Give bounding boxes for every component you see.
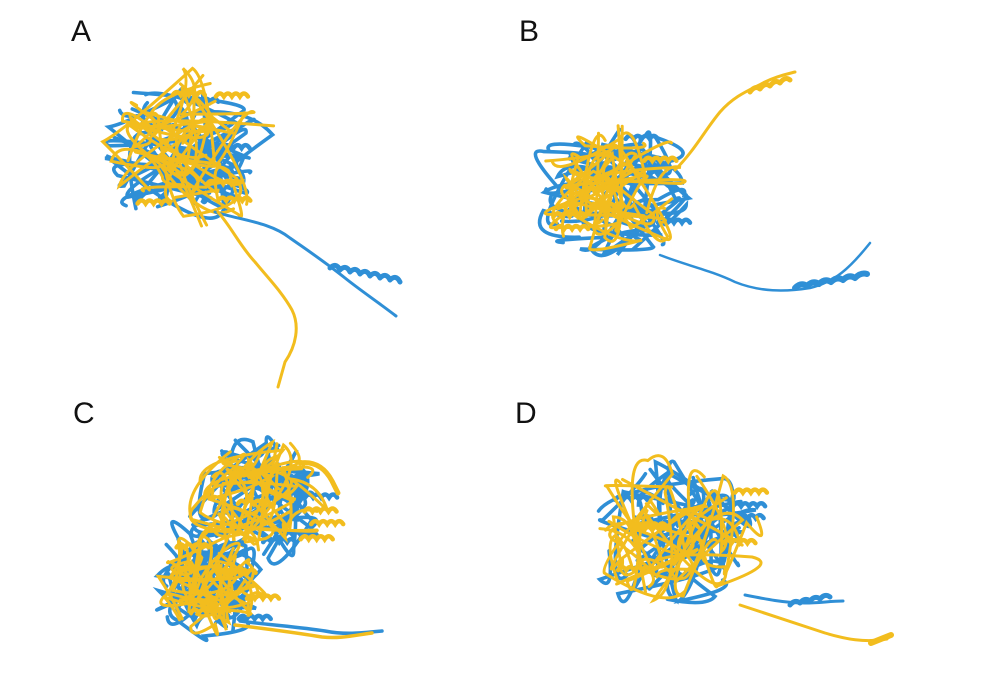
gold-helix xyxy=(302,506,339,516)
gold-ribbon-segment xyxy=(207,469,329,533)
blue-helix xyxy=(260,536,298,547)
gold-terminal-tail xyxy=(216,210,298,389)
gold-helix xyxy=(632,521,669,531)
gold-ribbon-segment xyxy=(601,150,670,243)
panel-c: C xyxy=(0,343,495,686)
gold-helix xyxy=(235,498,273,508)
gold-helix xyxy=(308,518,346,529)
gold-ribbon-segment xyxy=(614,478,763,589)
gold-helix xyxy=(553,223,591,234)
gold-ribbon-segment xyxy=(551,155,621,229)
panel-b: B xyxy=(495,0,990,343)
gold-helix-tail xyxy=(747,76,793,95)
gold-helix xyxy=(135,198,172,208)
blue-terminal-tail xyxy=(743,593,845,605)
protein-structure-overlay-c xyxy=(152,435,384,642)
gold-ribbon-segment xyxy=(170,559,219,606)
gold-helix xyxy=(583,185,621,195)
gold-helix xyxy=(642,155,679,165)
globular-domain xyxy=(100,66,276,228)
gold-ribbon-segment xyxy=(159,82,220,199)
panel-label-a: A xyxy=(71,15,92,48)
blue-helix-tail xyxy=(792,270,870,291)
gold-ribbon-segment xyxy=(602,454,687,600)
gold-helix xyxy=(170,89,208,100)
gold-loop xyxy=(297,460,341,496)
gold-helix xyxy=(721,537,758,548)
protein-structure-overlay-d xyxy=(596,454,894,646)
gold-helix xyxy=(588,201,625,211)
gold-ribbon-segment xyxy=(555,140,673,211)
gold-terminal-tail xyxy=(233,623,374,640)
panel-label-b: B xyxy=(519,15,540,48)
gold-ribbon-segment xyxy=(193,541,241,613)
gold-ribbon-segment xyxy=(181,561,234,612)
blue-helix xyxy=(730,500,768,511)
globular-domain xyxy=(152,519,282,642)
gold-helix xyxy=(174,542,211,552)
gold-ribbon-segment xyxy=(225,467,319,544)
gold-ribbon-segment xyxy=(220,452,254,521)
gold-helix-end xyxy=(868,632,894,646)
gold-ribbon-segment xyxy=(611,503,707,568)
gold-ribbon-segment xyxy=(198,459,319,552)
protein-structure-overlay-a xyxy=(100,66,403,389)
gold-helix xyxy=(298,534,335,544)
gold-helix xyxy=(205,178,242,188)
gold-helix xyxy=(213,91,251,101)
gold-helix xyxy=(208,567,246,578)
blue-helix xyxy=(236,613,273,623)
panel-label-d: D xyxy=(515,397,537,430)
globular-domain xyxy=(533,124,694,258)
gold-terminal-tail xyxy=(673,70,797,172)
gold-ribbon-segment xyxy=(560,167,687,218)
gold-helix xyxy=(230,470,268,480)
blue-terminal-tail xyxy=(658,241,872,292)
panel-label-c: C xyxy=(73,397,95,430)
gold-helix xyxy=(188,607,226,617)
panel-a: A xyxy=(0,0,495,389)
panel-d: D xyxy=(495,343,990,686)
gold-ribbon-segment xyxy=(109,86,235,215)
globular-domain xyxy=(596,454,770,605)
blue-terminal-tail xyxy=(213,210,398,318)
gold-helix xyxy=(216,195,253,205)
blue-ribbon-segment xyxy=(673,500,729,604)
gold-terminal-tail xyxy=(738,603,889,643)
blue-helix-tail xyxy=(327,262,403,285)
gold-helix xyxy=(732,487,770,497)
globular-domain xyxy=(188,435,346,566)
gold-helix xyxy=(615,564,653,575)
blue-helix-tail xyxy=(787,592,833,608)
blue-ribbon-segment xyxy=(112,86,230,208)
gold-ribbon-segment xyxy=(598,469,706,592)
gold-ribbon-segment xyxy=(563,151,643,252)
gold-helix xyxy=(244,593,282,603)
protein-structure-overlay-b xyxy=(533,70,872,292)
gold-ribbon-segment xyxy=(130,91,249,206)
gold-helix xyxy=(551,211,588,221)
gold-ribbon-segment xyxy=(636,506,745,583)
gold-ribbon-segment xyxy=(129,120,210,177)
